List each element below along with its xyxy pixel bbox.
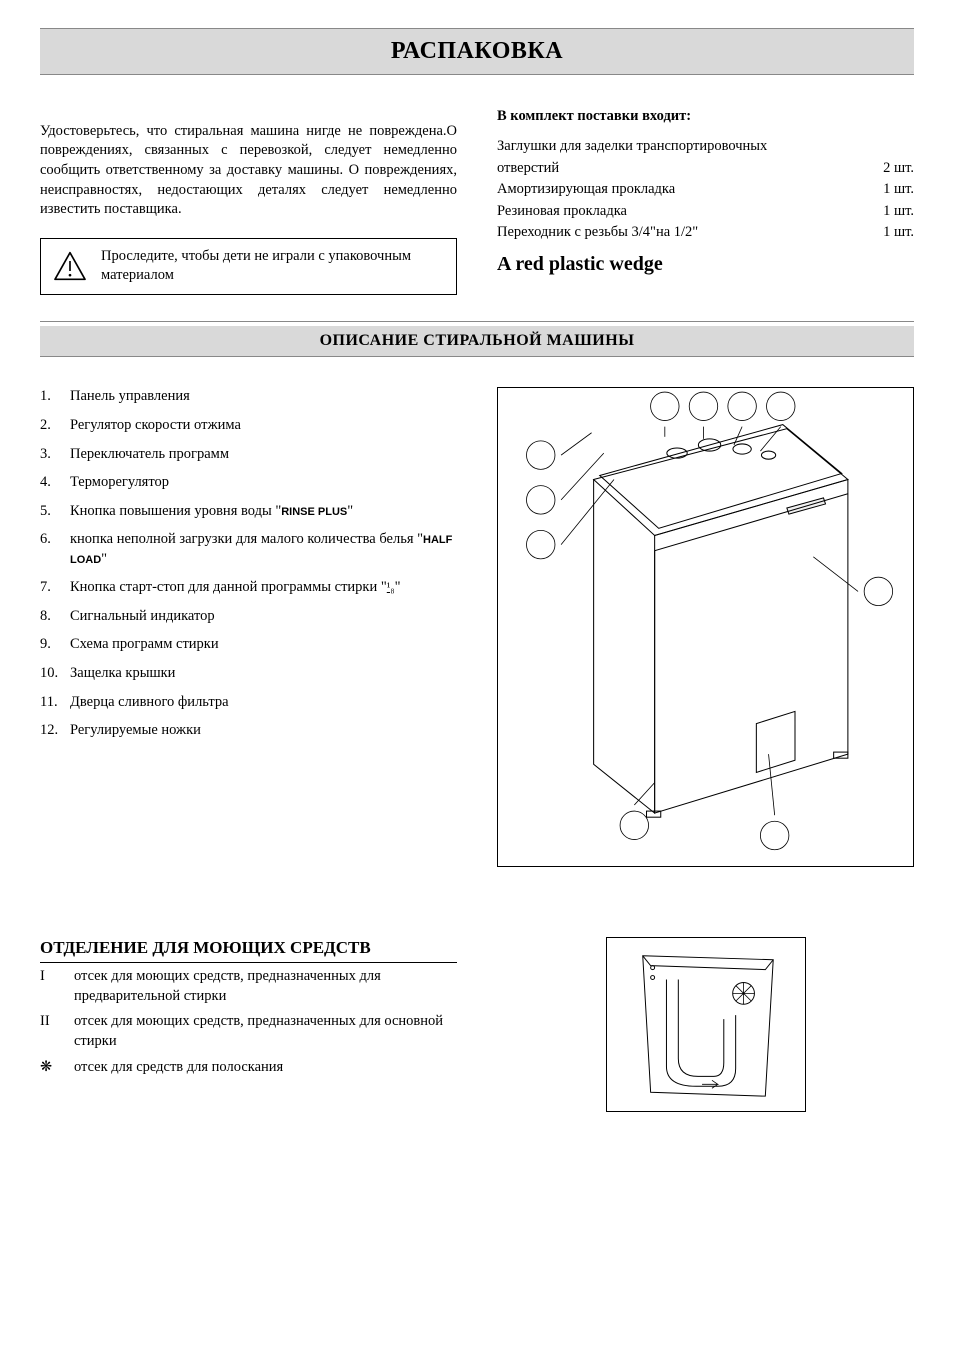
detergent-row: IIотсек для моющих средств, предназначен… bbox=[40, 1012, 457, 1051]
detergent-diagram-svg bbox=[607, 938, 805, 1111]
pkg-item-qty: 1 шт. bbox=[883, 180, 914, 200]
section-separator bbox=[40, 321, 914, 322]
parts-list-item: 8.Сигнальный индикатор bbox=[40, 607, 457, 627]
machine-diagram-svg bbox=[498, 388, 913, 866]
detergent-columns: ОТДЕЛЕНИЕ ДЛЯ МОЮЩИХ СРЕДСТВ Iотсек для … bbox=[40, 937, 914, 1112]
detergent-row: ❋отсек для средств для полоскания bbox=[40, 1058, 457, 1078]
detergent-marker: II bbox=[40, 1012, 74, 1051]
package-heading: В комплект поставки входит: bbox=[497, 107, 914, 127]
detergent-title: ОТДЕЛЕНИЕ ДЛЯ МОЮЩИХ СРЕДСТВ bbox=[40, 937, 457, 963]
page-title-1: РАСПАКОВКА bbox=[40, 28, 914, 75]
pkg-line1: Заглушки для заделки транспортировочных bbox=[497, 137, 914, 157]
machine-diagram-col bbox=[497, 387, 914, 867]
page-title-2: ОПИСАНИЕ СТИРАЛЬНОЙ МАШИНЫ bbox=[40, 326, 914, 358]
pkg-item-label: Переходник с резьбы 3/4"на 1/2" bbox=[497, 223, 698, 243]
intro-paragraph: Удостоверьтесь, что стиральная машина ни… bbox=[40, 122, 457, 220]
detergent-right-col bbox=[497, 937, 914, 1112]
detergent-list: Iотсек для моющих средств, предназначенн… bbox=[40, 967, 457, 1077]
detergent-marker: I bbox=[40, 967, 74, 1006]
parts-list-item: 9.Схема программ стирки bbox=[40, 635, 457, 655]
unpack-columns: Удостоверьтесь, что стиральная машина ни… bbox=[40, 107, 914, 294]
parts-list-item: 6.кнопка неполной загрузки для малого ко… bbox=[40, 530, 457, 569]
pkg-row: отверстий 2 шт. bbox=[497, 159, 914, 179]
parts-list: 1.Панель управления 2.Регулятор скорости … bbox=[40, 387, 457, 740]
unpack-right-col: В комплект поставки входит: Заглушки для… bbox=[497, 107, 914, 294]
parts-list-item: 11.Дверца сливного фильтра bbox=[40, 693, 457, 713]
parts-list-item: 1.Панель управления bbox=[40, 387, 457, 407]
pkg-item-label: отверстий bbox=[497, 159, 559, 179]
parts-list-item: 12.Регулируемые ножки bbox=[40, 721, 457, 741]
detergent-marker: ❋ bbox=[40, 1058, 74, 1078]
pkg-item-qty: 1 шт. bbox=[883, 202, 914, 222]
pkg-item-label: Резиновая прокладка bbox=[497, 202, 627, 222]
detergent-diagram bbox=[606, 937, 806, 1112]
parts-list-item: 10.Защелка крышки bbox=[40, 664, 457, 684]
pkg-row: Переходник с резьбы 3/4"на 1/2" 1 шт. bbox=[497, 223, 914, 243]
machine-diagram bbox=[497, 387, 914, 867]
parts-list-item: 3.Переключатель программ bbox=[40, 445, 457, 465]
detergent-left-col: ОТДЕЛЕНИЕ ДЛЯ МОЮЩИХ СРЕДСТВ Iотсек для … bbox=[40, 937, 457, 1112]
parts-list-item: 2.Регулятор скорости отжима bbox=[40, 416, 457, 436]
detergent-row: Iотсек для моющих средств, предназначенн… bbox=[40, 967, 457, 1006]
parts-list-item: 4.Терморегулятор bbox=[40, 473, 457, 493]
detergent-text: отсек для моющих средств, предназначенны… bbox=[74, 1012, 457, 1051]
pkg-item-qty: 1 шт. bbox=[883, 223, 914, 243]
red-plastic-wedge: A red plastic wedge bbox=[497, 251, 914, 278]
pkg-item-label: Амортизирующая прокладка bbox=[497, 180, 675, 200]
warning-box: Проследите, чтобы дети не играли с упако… bbox=[40, 238, 457, 295]
pkg-row: Резиновая прокладка 1 шт. bbox=[497, 202, 914, 222]
description-columns: 1.Панель управления 2.Регулятор скорости … bbox=[40, 387, 914, 867]
detergent-text: отсек для моющих средств, предназначенны… bbox=[74, 967, 457, 1006]
pkg-item-qty: 2 шт. bbox=[883, 159, 914, 179]
pkg-row: Амортизирующая прокладка 1 шт. bbox=[497, 180, 914, 200]
parts-list-item: 5.Кнопка повышения уровня воды "RINSE PL… bbox=[40, 502, 457, 522]
warning-triangle-icon bbox=[53, 251, 87, 281]
pkg-rows: отверстий 2 шт. Амортизирующая прокладка 1 … bbox=[497, 159, 914, 243]
unpack-left-col: Удостоверьтесь, что стиральная машина ни… bbox=[40, 107, 457, 294]
parts-list-col: 1.Панель управления 2.Регулятор скорости … bbox=[40, 387, 457, 867]
parts-list-item: 7.Кнопка старт-стоп для данной программы… bbox=[40, 578, 457, 598]
warning-text: Проследите, чтобы дети не играли с упако… bbox=[101, 247, 444, 286]
detergent-text: отсек для средств для полоскания bbox=[74, 1058, 283, 1078]
